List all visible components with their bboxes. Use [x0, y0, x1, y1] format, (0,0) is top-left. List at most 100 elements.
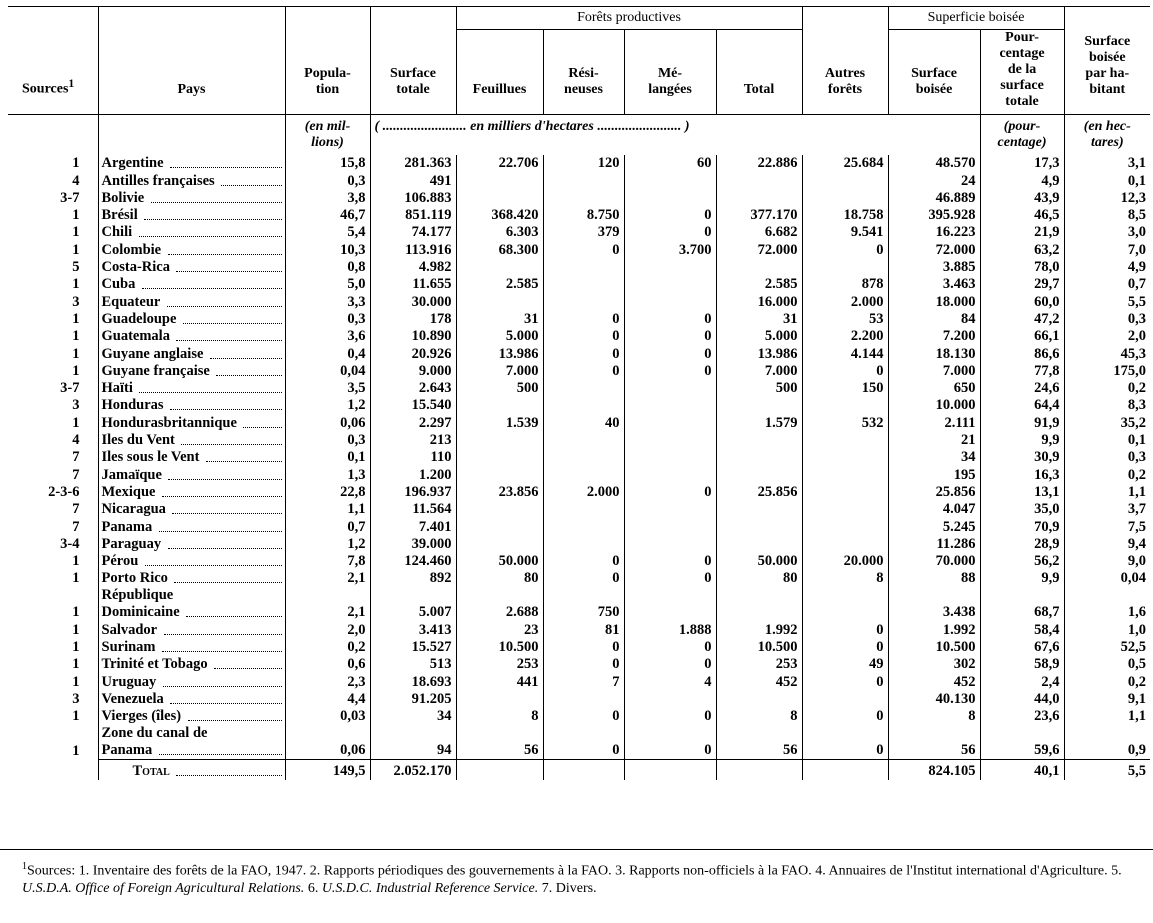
cell-melangees: 0: [623, 483, 716, 501]
cell-pourcentage: 40,1: [979, 759, 1065, 780]
cell-pourcentage: 86,6: [979, 345, 1065, 363]
cell-par-habitant: 7,5: [1063, 518, 1151, 536]
cell-population: 3,5: [284, 379, 370, 398]
cell-resineuses: 40: [542, 414, 624, 432]
cell-par-habitant: 8,5: [1063, 206, 1151, 225]
cell-source: 1: [72, 673, 80, 690]
cell-source: 3-7: [60, 380, 80, 397]
cell-par-habitant: 0,7: [1063, 276, 1151, 294]
cell-total: 31: [715, 310, 803, 328]
cell-surface-totale: 106.883: [369, 189, 456, 207]
cell-feuillues: 8: [455, 707, 543, 726]
dot-leader: [138, 236, 282, 238]
table-row: 7 Iles sous le Vent 0,1 110 34 30,9 0,3: [8, 449, 1151, 467]
dot-leader: [168, 478, 282, 480]
cell-population: 3,3: [284, 293, 370, 311]
cell-par-habitant: 0,2: [1063, 379, 1151, 398]
cell-source: 5: [72, 259, 80, 276]
dot-leader: [181, 444, 282, 446]
cell-surface-boisee: 3.438: [887, 587, 981, 622]
cell-pourcentage: 4,9: [979, 172, 1065, 190]
cell-feuillues: [455, 172, 543, 190]
cell-surface-totale: 110: [369, 449, 456, 467]
cell-surface-boisee: 70.000: [887, 552, 981, 571]
cell-country: Hondurasbritannique: [97, 414, 285, 432]
cell-par-habitant: 5,5: [1063, 759, 1151, 780]
table-row: 1 Colombie 10,3 113.916 68.300 0 3.700 72.000 0 7…: [8, 241, 1151, 259]
cell-surface-boisee: 5.245: [887, 518, 981, 536]
table-row: 1 Brésil 46,7 851.119 368.420 8.750 0 377.170 18…: [8, 206, 1151, 225]
cell-surface-totale: 94: [369, 725, 456, 760]
cell-feuillues: [455, 535, 543, 553]
cell-surface-boisee: 18.000: [887, 293, 981, 311]
cell-feuillues: 368.420: [455, 206, 543, 225]
cell-surface-totale: 34: [369, 707, 456, 726]
cell-feuillues: 13.986: [455, 345, 543, 363]
cell-population: 0,2: [284, 638, 370, 657]
cell-par-habitant: 175,0: [1063, 362, 1151, 380]
cell-source: 1: [72, 639, 80, 656]
cell-melangees: 0: [623, 206, 716, 225]
cell-population: 3,8: [284, 189, 370, 207]
cell-surface-totale: 74.177: [369, 224, 456, 242]
cell-surface-boisee: 46.889: [887, 189, 981, 207]
cell-source: 1: [72, 241, 80, 258]
cell-melangees: [623, 431, 716, 450]
cell-feuillues: 6.303: [455, 224, 543, 242]
dot-leader: [170, 409, 282, 411]
cell-pourcentage: 77,8: [979, 362, 1065, 380]
table-row: 7 Jamaïque 1,3 1.200 195 16,3 0,2: [8, 466, 1151, 484]
cell-source: 1: [72, 604, 80, 621]
cell-country: Guyane anglaise: [97, 345, 285, 363]
cell-country: Argentine: [97, 155, 285, 173]
cell-source: 2-3-6: [48, 483, 80, 500]
cell-total: [715, 587, 803, 622]
table-row: 1 Porto Rico 2,1 892 80 0 0 80 8 88 9,9 0,04: [8, 570, 1151, 588]
cell-pourcentage: 16,3: [979, 466, 1065, 484]
cell-melangees: [623, 397, 716, 415]
total-row: Total 149,5 2.052.170 824.105 40,1 5,5: [8, 759, 1151, 780]
cell-par-habitant: 0,3: [1063, 449, 1151, 467]
table-row: 7 Panama 0,7 7.401 5.245 70,9 7,5: [8, 518, 1151, 536]
cell-resineuses: 0: [542, 241, 624, 259]
cell-autres-forets: 9.541: [801, 224, 889, 242]
cell-melangees: [623, 500, 716, 519]
cell-resineuses: [542, 379, 624, 398]
cell-feuillues: 500: [455, 379, 543, 398]
cell-total: [715, 690, 803, 708]
cell-population: 15,8: [284, 155, 370, 173]
cell-population: 0,3: [284, 172, 370, 190]
cell-source: 1: [72, 328, 80, 345]
cell-resineuses: 0: [542, 725, 624, 760]
cell-autres-forets: [801, 449, 889, 467]
cell-country: Costa-Rica: [97, 258, 285, 277]
header-autres-forets: Autres forêts: [801, 6, 889, 115]
cell-par-habitant: 0,04: [1063, 570, 1151, 588]
cell-source: 7: [72, 466, 80, 483]
header-feuillues: Feuillues: [455, 29, 543, 115]
cell-feuillues: 22.706: [455, 155, 543, 173]
cell-autres-forets: 0: [801, 638, 889, 657]
table-bottom-rule: [0, 849, 1153, 850]
cell-autres-forets: [801, 466, 889, 484]
cell-par-habitant: 0,2: [1063, 673, 1151, 691]
dot-leader: [162, 685, 282, 687]
cell-surface-totale: 2.297: [369, 414, 456, 432]
cell-resineuses: [542, 189, 624, 207]
cell-pourcentage: 58,9: [979, 656, 1065, 674]
cell-surface-totale: 281.363: [369, 155, 456, 173]
cell-pourcentage: 44,0: [979, 690, 1065, 708]
cell-resineuses: [542, 276, 624, 294]
cell-par-habitant: 2,0: [1063, 327, 1151, 346]
cell-feuillues: [455, 397, 543, 415]
cell-surface-boisee: 452: [887, 673, 981, 691]
cell-surface-boisee: 2.111: [887, 414, 981, 432]
cell-surface-boisee: 21: [887, 431, 981, 450]
dot-leader: [161, 495, 282, 497]
cell-surface-boisee: 302: [887, 656, 981, 674]
cell-population: 1,2: [284, 397, 370, 415]
header-surface-boisee: Surface boisée: [887, 29, 981, 115]
cell-pourcentage: 17,3: [979, 155, 1065, 173]
cell-surface-totale: 11.564: [369, 500, 456, 519]
table-row: 3 Honduras 1,2 15.540 10.000 64,4 8,3: [8, 397, 1151, 415]
